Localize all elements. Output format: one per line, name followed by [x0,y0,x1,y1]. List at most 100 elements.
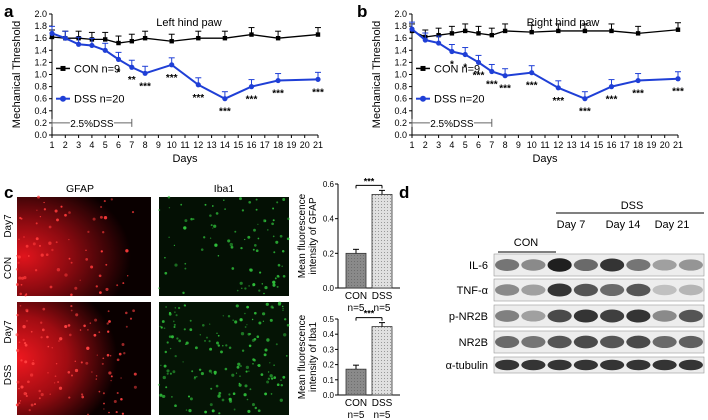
significance-label: *** [672,87,684,98]
fluorescence-speck [200,372,204,376]
blot-band [495,335,520,349]
fluorescence-speck [248,344,252,348]
fluorescence-speck [187,395,191,398]
fluorescence-speck [184,304,186,307]
fluorescence-speck [185,409,188,411]
fluorescence-speck [166,369,170,373]
fluorescence-speck [277,263,281,267]
blot-band [495,284,520,296]
category-label: CON [345,398,367,409]
fluorescence-speck [54,209,58,213]
data-point [102,47,108,53]
fluorescence-speck [267,377,271,381]
blot-strip [493,304,705,328]
fluorescence-speck [165,306,167,308]
fluorescence-speck [269,318,273,322]
fluorescence-speck [253,337,257,341]
data-point [635,77,641,84]
x-tick-label: 9 [156,140,161,150]
data-point [436,40,442,46]
fluorescence-speck [38,389,41,393]
data-point [449,48,455,55]
significance-label: *** [632,89,644,100]
fluorescence-speck [95,378,97,380]
fluorescence-speck [18,341,21,344]
fluorescence-speck [217,254,220,257]
fluorescence-speck [20,217,23,220]
fluorescence-speck [251,318,254,321]
legend-marker-dss [60,95,66,102]
fluorescence-speck [240,332,245,336]
data-point [129,64,135,70]
fluorescence-speck [210,387,213,390]
fluorescence-speck [161,320,165,323]
blot-band [573,335,598,349]
y-tick-label: 0.6 [34,94,47,104]
x-tick-label: 19 [646,140,656,150]
fluorescence-speck [85,258,89,261]
significance-label: *** [364,176,375,186]
row-label-day7-con: Day7 [3,214,14,238]
blot-band [521,310,546,322]
fluorescence-speck [28,409,31,412]
treatment-label: 2.5%DSS [70,119,114,130]
fluorescence-speck [275,240,279,244]
data-point [103,37,108,42]
fluorescence-speck [174,404,177,408]
fluorescence-speck [249,268,252,271]
fluorescence-speck [29,373,34,377]
y-tick-label: 2.0 [34,9,47,19]
fluorescence-speck [184,262,187,265]
x-tick-label: 10 [167,140,177,150]
fluorescence-speck [36,209,38,211]
fluorescence-speck [93,333,97,337]
fluorescence-speck [224,367,228,371]
fluorescence-speck [81,395,85,399]
fluorescence-speck [281,249,285,253]
blot-row-label: IL-6 [469,260,488,272]
fluorescence-speck [193,377,196,380]
fluorescence-speck [241,349,245,352]
fluorescence-speck [218,391,222,395]
fluorescence-speck [252,358,255,361]
fluorescence-speck [23,276,27,280]
fluorescence-speck [48,225,52,229]
fluorescence-speck [106,353,110,357]
data-point [502,28,508,34]
fluorescence-speck [49,285,53,289]
fluorescence-speck [244,287,247,290]
data-point [489,32,494,38]
blot-band [626,259,651,271]
bar [345,368,367,396]
fluorescence-speck [46,335,49,339]
fluorescence-speck [81,393,84,396]
fluorescence-speck [245,365,250,370]
fluorescence-speck [20,283,23,286]
fluorescence-speck [259,271,262,274]
x-tick-label: 6 [116,140,121,150]
fluorescence-speck [74,360,77,363]
fluorescence-speck [19,305,22,307]
legend-marker-dss [420,95,426,102]
fluorescence-speck [43,208,47,211]
fluorescence-speck [272,283,276,287]
fluorescence-speck [273,364,275,366]
micrograph-gfap-con [17,197,151,296]
fluorescence-speck [164,350,168,354]
significance-label: *** [486,79,498,90]
x-tick-label: 9 [516,140,521,150]
fluorescence-speck [266,338,270,342]
fluorescence-speck [25,244,29,248]
fluorescence-speck [180,203,183,206]
data-point [315,76,321,82]
fluorescence-speck [284,318,287,321]
x-tick-label: 3 [76,140,81,150]
fluorescence-speck [115,411,118,414]
fluorescence-speck [215,212,219,215]
fluorescence-speck [100,205,103,209]
fluorescence-speck [239,281,243,285]
blot-band [678,284,703,296]
data-point [608,84,615,90]
blot-band [521,359,546,371]
fluorescence-speck [133,372,137,376]
